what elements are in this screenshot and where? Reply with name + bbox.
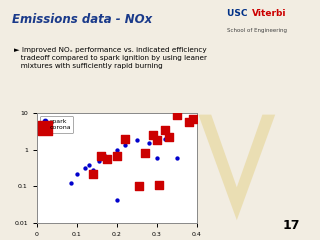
spark: [174, 156, 180, 160]
corona: [104, 157, 109, 161]
spark: [102, 155, 108, 158]
spark: [134, 138, 140, 142]
spark: [146, 141, 151, 144]
spark: [82, 166, 87, 170]
Text: Viterbi: Viterbi: [252, 9, 286, 18]
corona: [162, 128, 167, 132]
corona: [122, 137, 127, 140]
corona: [98, 155, 103, 158]
spark: [68, 182, 73, 186]
corona: [166, 135, 172, 139]
spark: [86, 163, 92, 167]
corona: [174, 114, 180, 117]
Text: ► Improved NOₓ performance vs. indicated efficiency
   tradeoff compared to spar: ► Improved NOₓ performance vs. indicated…: [13, 47, 207, 69]
corona: [154, 138, 159, 142]
corona: [114, 155, 119, 158]
spark: [122, 144, 127, 147]
Text: School of Engineering: School of Engineering: [227, 28, 287, 33]
corona: [142, 151, 148, 155]
Text: USC: USC: [227, 9, 250, 18]
spark: [162, 137, 167, 140]
spark: [90, 168, 95, 172]
Legend: spark, corona: spark, corona: [40, 116, 73, 133]
Text: Emissions data - NOx: Emissions data - NOx: [12, 13, 152, 26]
spark: [96, 159, 101, 162]
spark: [114, 151, 119, 155]
corona: [150, 133, 156, 137]
spark: [154, 156, 159, 160]
Text: 17: 17: [283, 219, 300, 232]
corona: [186, 120, 191, 124]
spark: [74, 172, 79, 176]
corona: [136, 185, 141, 188]
corona: [90, 172, 95, 176]
corona: [190, 117, 195, 120]
spark: [114, 148, 119, 151]
corona: [156, 183, 161, 187]
spark: [114, 198, 119, 202]
spark: [106, 157, 111, 161]
PathPatch shape: [198, 115, 275, 220]
